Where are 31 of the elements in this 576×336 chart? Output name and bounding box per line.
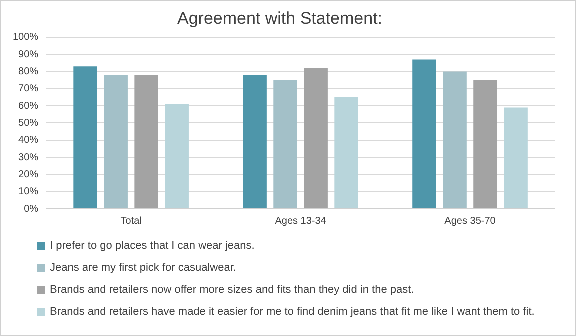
bar [274,80,298,208]
bar [104,75,128,208]
bar [243,75,267,208]
y-tick-label: 70% [18,84,39,95]
x-tick-label: Ages 35-70 [444,216,496,227]
bar [412,60,436,208]
bar [474,80,498,208]
y-tick-label: 40% [18,135,39,146]
y-tick-label: 60% [18,100,39,112]
bar [504,108,528,208]
y-tick-label: 90% [18,49,39,60]
bar [334,97,358,208]
x-tick-label: Total [120,216,142,227]
chart-title: Agreement with Statement: [177,8,383,28]
y-tick-label: 10% [18,186,39,198]
x-tick-label: Ages 13-34 [275,216,327,227]
legend-label: Brands and retailers have made it easier for me to find denim jeans that fit me like I want them to fit. [50,306,535,318]
legend-label: Brands and retailers now offer more sizes and fits than they did in the past. [50,284,414,296]
legend-label: Jeans are my first pick for casualwear. [50,262,236,274]
bar [165,104,189,208]
legend-label: I prefer to go places that I can wear jeans. [50,240,255,252]
y-tick-label: 0% [24,204,39,215]
y-tick-label: 20% [18,169,39,180]
y-tick-label: 80% [18,66,39,78]
bar [74,66,98,208]
y-tick-label: 50% [18,118,39,129]
y-tick-label: 30% [18,152,39,164]
bar [304,68,328,208]
y-tick-label: 100% [13,32,39,44]
bar [134,75,158,208]
bar [443,72,467,208]
